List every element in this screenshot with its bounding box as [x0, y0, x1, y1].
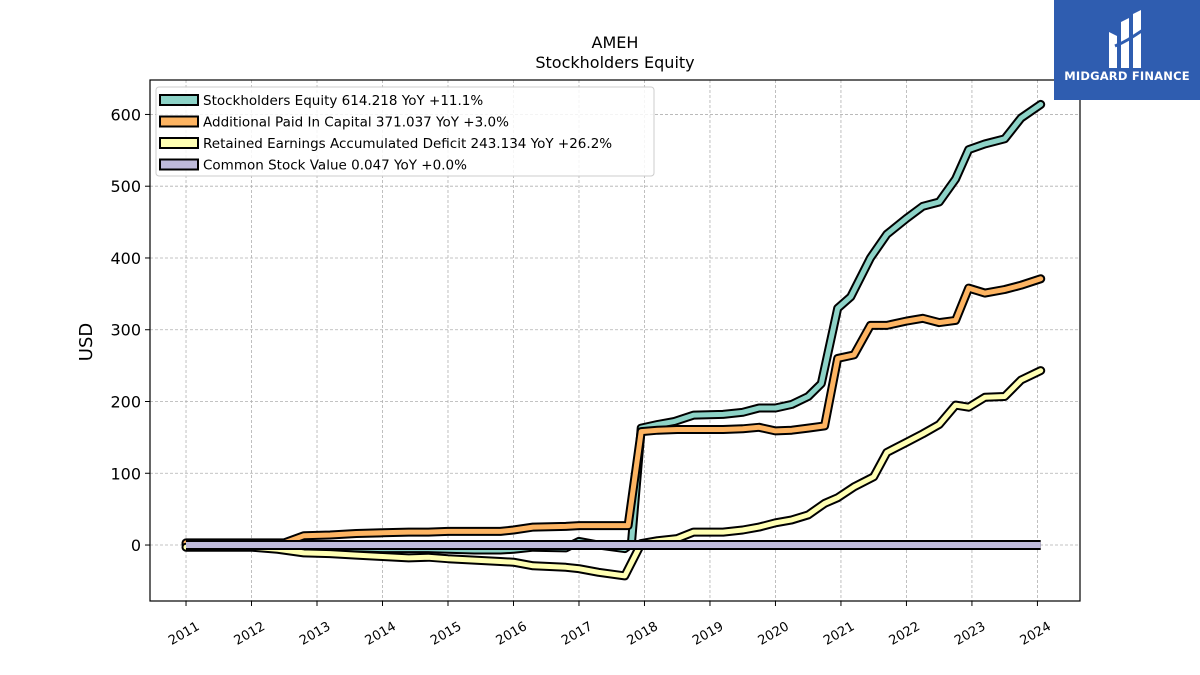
x-tick-label: 2022 — [887, 619, 923, 649]
x-tick-label: 2019 — [690, 619, 726, 649]
x-tick-label: 2021 — [821, 619, 857, 649]
legend-swatch — [159, 137, 199, 149]
y-tick-label: 300 — [110, 321, 141, 340]
x-tick-label: 2016 — [494, 619, 530, 649]
plot-frame — [149, 79, 1081, 602]
legend-box — [155, 86, 655, 177]
legend-swatch — [159, 115, 199, 128]
y-tick-label: 400 — [110, 249, 141, 268]
legend: Stockholders Equity 614.218 YoY +11.1% Ad… — [155, 86, 655, 177]
x-tick-label: 2024 — [1018, 619, 1054, 649]
x-tick-label: 2015 — [428, 619, 464, 649]
y-axis-label: USD — [76, 323, 97, 361]
brand-logo: MIDGARD FINANCE — [1054, 0, 1200, 100]
y-tick-label: 600 — [110, 105, 141, 124]
x-tick-label: 2013 — [297, 619, 333, 649]
legend-swatch — [159, 94, 199, 106]
series-retained-earnings-accumulated-deficit — [181, 366, 1046, 581]
legend-swatch — [159, 158, 199, 171]
series-line — [183, 368, 1044, 579]
chart-title: AMEH — [592, 33, 639, 52]
x-tick-label: 2014 — [363, 619, 399, 649]
logo-mark-icon — [1109, 10, 1144, 68]
x-tick-label: 2011 — [166, 619, 202, 649]
series-additional-paid-in-capital — [181, 274, 1046, 548]
legend-label: Common Stock Value 0.047 YoY +0.0% — [203, 158, 467, 174]
y-tick-label: 100 — [110, 464, 141, 483]
chart-subtitle: Stockholders Equity — [535, 53, 694, 72]
legend-label: Retained Earnings Accumulated Deficit 24… — [203, 136, 612, 152]
series-lines — [181, 99, 1046, 581]
y-tick-label: 500 — [110, 177, 141, 196]
x-tick-label: 2012 — [232, 619, 268, 649]
x-tick-label: 2017 — [559, 619, 595, 649]
x-tick-label: 2023 — [952, 619, 988, 649]
x-tick-label: 2018 — [625, 619, 661, 649]
series-line — [183, 276, 1044, 546]
y-tick-label: 200 — [110, 392, 141, 411]
y-tick-label: 0 — [131, 536, 141, 555]
legend-label: Stockholders Equity 614.218 YoY +11.1% — [203, 93, 483, 109]
brand-name: MIDGARD FINANCE — [1064, 69, 1190, 83]
x-tick-label: 2020 — [756, 619, 792, 649]
legend-label: Additional Paid In Capital 371.037 YoY +… — [203, 115, 509, 131]
